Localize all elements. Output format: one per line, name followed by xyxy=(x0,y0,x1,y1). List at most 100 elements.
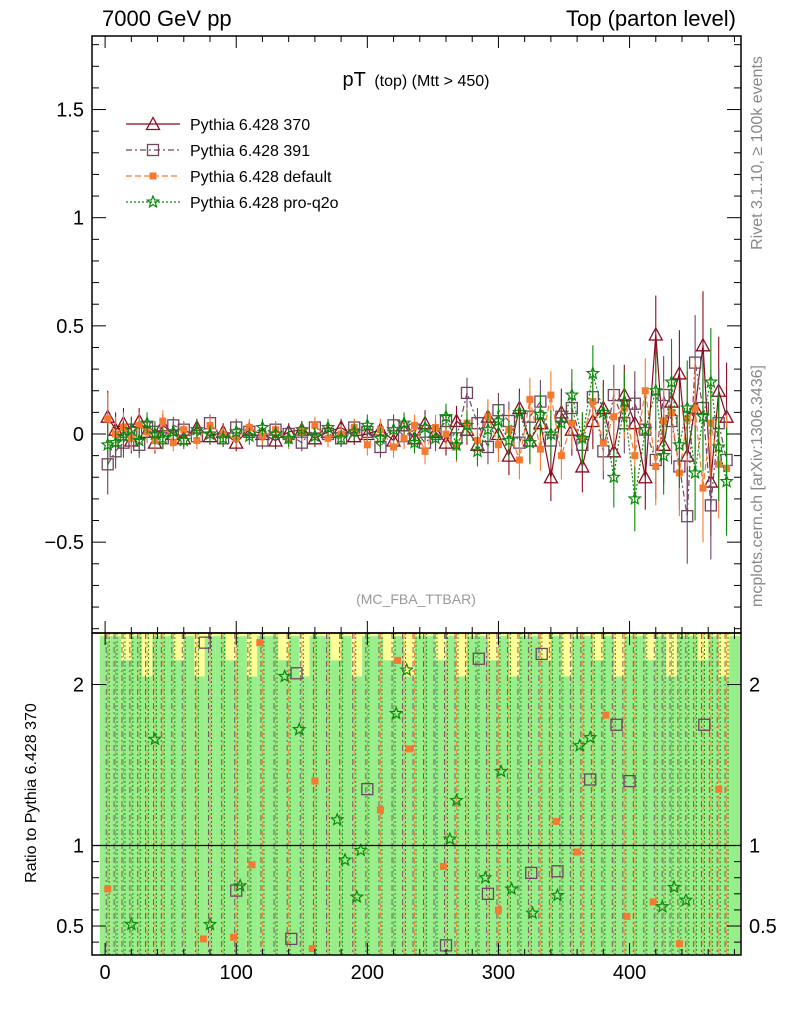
ratio-point xyxy=(623,774,636,788)
x-tick-label: 400 xyxy=(613,962,646,984)
ratio-point xyxy=(623,912,631,920)
ratio-point xyxy=(551,865,564,878)
data-point xyxy=(449,437,464,452)
data-point xyxy=(703,374,719,389)
ratio-y-tick-label: 1 xyxy=(73,836,84,858)
data-point xyxy=(460,386,474,400)
ratio-point xyxy=(393,656,401,664)
ratio-point xyxy=(572,738,587,752)
rivet-version-label: Rivet 3.1.10, ≥ 100k events xyxy=(749,56,766,250)
series-3 xyxy=(104,358,731,543)
data-point xyxy=(104,415,112,423)
series-line-4 xyxy=(107,373,728,499)
x-tick-label: 300 xyxy=(482,962,515,984)
data-point xyxy=(480,422,496,436)
data-point xyxy=(124,422,139,436)
legend-marker xyxy=(145,116,161,131)
data-point xyxy=(610,413,618,421)
ratio-point xyxy=(675,940,683,948)
uncertainty-band-inner xyxy=(120,660,132,955)
legend-label: Pythia 6.428 pro-q2o xyxy=(190,195,339,212)
data-point xyxy=(131,432,147,447)
ratio-point xyxy=(481,887,495,900)
data-point xyxy=(294,422,310,436)
data-point xyxy=(166,424,181,439)
uncertainty-band-inner xyxy=(718,676,730,955)
data-point xyxy=(228,424,244,439)
uncertainty-band-inner xyxy=(645,660,657,955)
ratio-uncertainty-bands xyxy=(99,633,741,955)
ratio-point xyxy=(124,916,139,931)
data-point xyxy=(711,439,726,454)
uncertainty-band-inner xyxy=(330,660,342,955)
data-point xyxy=(147,426,163,441)
data-point xyxy=(407,435,422,449)
x-tick-label: 0 xyxy=(100,962,111,984)
ratio-point xyxy=(494,906,502,914)
y-tick-label: −0.5 xyxy=(45,532,84,554)
ratio-point xyxy=(308,945,316,953)
ratio-point xyxy=(602,711,610,719)
data-point xyxy=(679,400,695,415)
data-point xyxy=(333,430,349,445)
ratio-point xyxy=(552,817,560,825)
legend: Pythia 6.428 370 Pythia 6.428 391 Pythia 6… xyxy=(126,116,339,212)
data-point xyxy=(664,374,679,389)
data-point xyxy=(281,430,296,445)
ratio-point xyxy=(525,905,540,920)
data-point xyxy=(704,499,717,512)
ratio-series-2 xyxy=(105,633,726,955)
uncertainty-band-inner xyxy=(194,676,206,955)
data-point xyxy=(363,441,371,449)
data-point xyxy=(215,430,231,445)
uncertainty-band-inner xyxy=(414,636,426,955)
legend-marker xyxy=(146,143,160,157)
ratio-point xyxy=(248,861,256,869)
ratio-point xyxy=(655,899,670,913)
ratio-point xyxy=(353,842,369,857)
uncertainty-band-inner xyxy=(477,636,489,955)
data-point xyxy=(656,447,671,462)
data-point xyxy=(691,404,699,412)
uncertainty-band-inner xyxy=(383,660,394,955)
data-point xyxy=(311,421,319,429)
data-point xyxy=(637,469,653,484)
data-point xyxy=(189,422,205,436)
y-tick-label: 0.5 xyxy=(56,316,84,338)
uncertainty-band-inner xyxy=(152,636,164,955)
data-point xyxy=(648,383,664,397)
data-point xyxy=(695,337,711,352)
ratio-point xyxy=(285,932,298,946)
data-point xyxy=(360,417,375,432)
ratio-point xyxy=(525,866,538,880)
data-point xyxy=(501,447,517,462)
uncertainty-band-inner xyxy=(487,660,499,955)
x-tick-label: 100 xyxy=(220,962,253,984)
uncertainty-band-inner xyxy=(540,660,552,955)
data-point xyxy=(515,456,523,464)
data-point xyxy=(428,430,443,445)
ratio-point xyxy=(584,773,597,786)
uncertainty-band-inner xyxy=(246,676,258,955)
ratio-point xyxy=(573,848,581,856)
data-point xyxy=(373,430,388,445)
data-point xyxy=(652,462,660,470)
ratio-point xyxy=(405,745,413,753)
data-point xyxy=(135,421,143,429)
ratio-point xyxy=(230,933,238,941)
data-point xyxy=(554,415,569,430)
uncertainty-band-inner xyxy=(131,636,143,955)
ratio-y-tick-label-right: 0.5 xyxy=(749,916,777,938)
data-point xyxy=(606,469,622,484)
y-tick-label: 1.5 xyxy=(56,100,84,122)
x-tick-label: 200 xyxy=(351,962,384,984)
ratio-point xyxy=(649,898,657,906)
uncertainty-band-inner xyxy=(519,636,531,955)
data-point xyxy=(228,434,244,449)
ratio-point xyxy=(504,881,519,896)
uncertainty-band-inner xyxy=(603,636,615,955)
data-point xyxy=(255,419,270,434)
data-point xyxy=(672,437,687,452)
uncertainty-band-inner xyxy=(99,636,111,955)
header-left-label: 7000 GeV pp xyxy=(102,6,232,31)
